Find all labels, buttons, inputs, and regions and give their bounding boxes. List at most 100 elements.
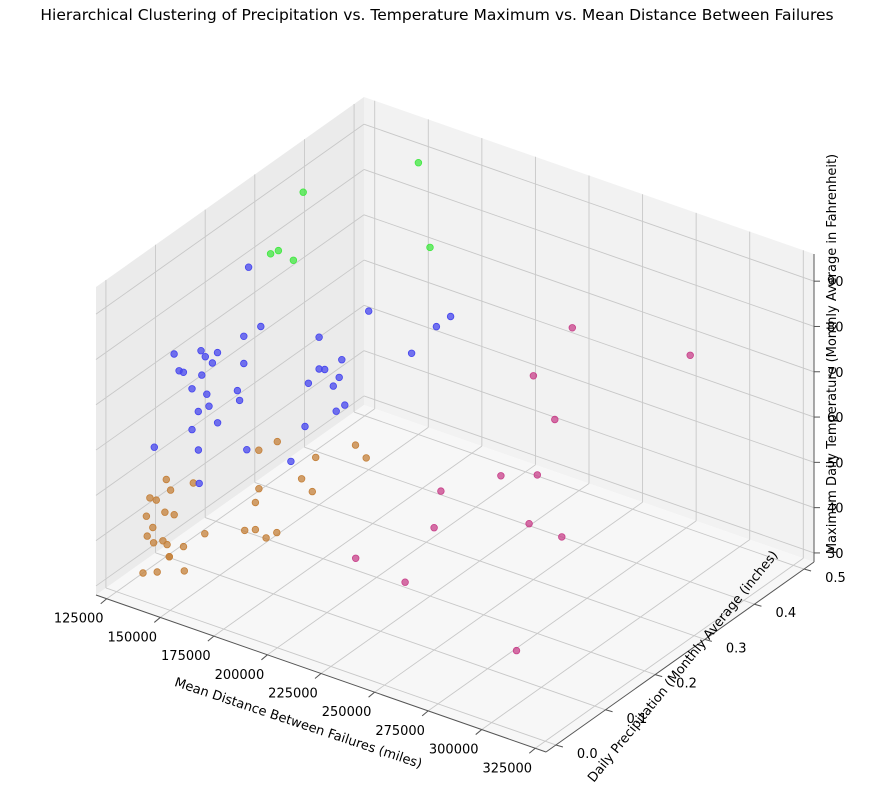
data-point-blue: [335, 373, 343, 382]
data-point-blue: [188, 385, 196, 393]
data-point-orange: [146, 494, 154, 502]
data-point-orange: [179, 542, 188, 551]
data-point-orange: [166, 486, 175, 494]
grid-y-floor: [353, 411, 805, 570]
data-point-orange: [273, 437, 281, 446]
data-point-blue: [301, 422, 309, 431]
x-tick: [528, 747, 536, 754]
grid-y-floor: [155, 552, 606, 711]
data-point-orange: [152, 496, 160, 504]
data-point-orange: [149, 539, 158, 547]
data-point-blue: [170, 350, 178, 358]
x-tick: [100, 598, 108, 605]
grid-z-back: [363, 214, 815, 373]
data-point-blue: [329, 382, 337, 390]
x-tick-label: 250000: [322, 705, 372, 720]
chart-title: Hierarchical Clustering of Precipitation…: [40, 6, 834, 24]
data-point-blue: [446, 312, 455, 321]
grid-x-floor: [213, 445, 483, 637]
z-tick-label: 30: [827, 547, 844, 562]
y-tick: [803, 568, 812, 572]
data-point-pink: [352, 554, 360, 562]
data-point-orange: [149, 523, 157, 532]
grid-y-floor: [205, 517, 656, 676]
grid-z-back: [363, 169, 815, 327]
data-point-pink: [401, 578, 409, 586]
x-tick-label: 150000: [107, 630, 157, 645]
data-point-blue: [432, 322, 441, 331]
x-tick-label: 200000: [215, 668, 265, 683]
grid-y-floor: [254, 481, 705, 640]
data-point-orange: [262, 534, 270, 542]
data-point-pink: [686, 351, 694, 359]
grid-x-floor: [374, 501, 643, 693]
data-point-blue: [203, 390, 211, 398]
data-point-pink: [437, 487, 445, 495]
y-tick-label: 0.0: [577, 747, 598, 762]
data-point-orange: [362, 454, 370, 462]
data-point-orange: [273, 528, 281, 537]
x-tick-label: 325000: [482, 761, 532, 776]
data-points: [139, 158, 694, 655]
data-point-orange: [165, 553, 173, 561]
y-tick-label: 0.4: [775, 606, 796, 621]
data-point-blue: [304, 379, 313, 387]
x-tick-label: 175000: [161, 649, 211, 664]
data-point-blue: [235, 396, 244, 405]
grid-x-floor: [320, 483, 590, 674]
z-tick-label: 70: [827, 366, 844, 381]
data-point-pink: [568, 324, 576, 332]
data-point-orange: [142, 512, 151, 520]
data-point-blue: [341, 401, 349, 409]
data-point-orange: [251, 525, 260, 534]
data-point-orange: [180, 567, 188, 575]
grid-y-floor: [105, 587, 557, 746]
pane-left: [96, 97, 364, 595]
data-point-blue: [315, 333, 323, 341]
grid-z-back: [363, 304, 815, 463]
grid-z-back: [363, 395, 815, 554]
data-point-blue: [315, 365, 323, 373]
grid-z-left: [95, 214, 365, 406]
data-point-blue: [205, 402, 213, 410]
data-point-pink: [497, 472, 505, 480]
data-point-orange: [312, 453, 320, 462]
data-point-blue: [194, 407, 202, 416]
grid-z-back: [363, 350, 815, 509]
z-tick-label: 80: [827, 320, 844, 335]
data-point-green: [266, 250, 275, 258]
data-point-blue: [257, 322, 265, 331]
grid-z-left: [95, 395, 365, 587]
y-tick-label: 0.3: [726, 641, 747, 656]
y-tick-label: 0.5: [825, 571, 846, 586]
y-tick-label: 0.2: [676, 677, 697, 692]
grid-x-floor: [427, 520, 697, 712]
data-point-blue: [240, 332, 248, 340]
data-point-orange: [308, 487, 316, 496]
x-tick: [421, 710, 429, 717]
data-point-orange: [297, 475, 306, 483]
grid-x-floor: [535, 557, 804, 749]
data-point-orange: [255, 485, 263, 493]
data-point-orange: [351, 441, 360, 449]
data-point-pink: [558, 533, 566, 541]
x-tick: [153, 617, 161, 623]
x-tick-label: 275000: [375, 724, 425, 739]
data-point-blue: [195, 479, 203, 488]
data-point-orange: [255, 446, 263, 454]
data-point-blue: [201, 353, 209, 361]
y-tick: [754, 603, 762, 607]
data-point-blue: [244, 263, 253, 271]
data-point-orange: [143, 532, 151, 540]
data-point-blue: [407, 349, 416, 357]
x-tick-label: 125000: [54, 612, 104, 627]
data-point-blue: [197, 347, 205, 355]
grid-z-left: [95, 259, 365, 451]
data-point-orange: [161, 508, 169, 516]
data-point-blue: [243, 446, 251, 454]
data-point-blue: [365, 307, 373, 315]
data-point-blue: [213, 348, 222, 357]
grid-x-floor: [160, 427, 429, 618]
